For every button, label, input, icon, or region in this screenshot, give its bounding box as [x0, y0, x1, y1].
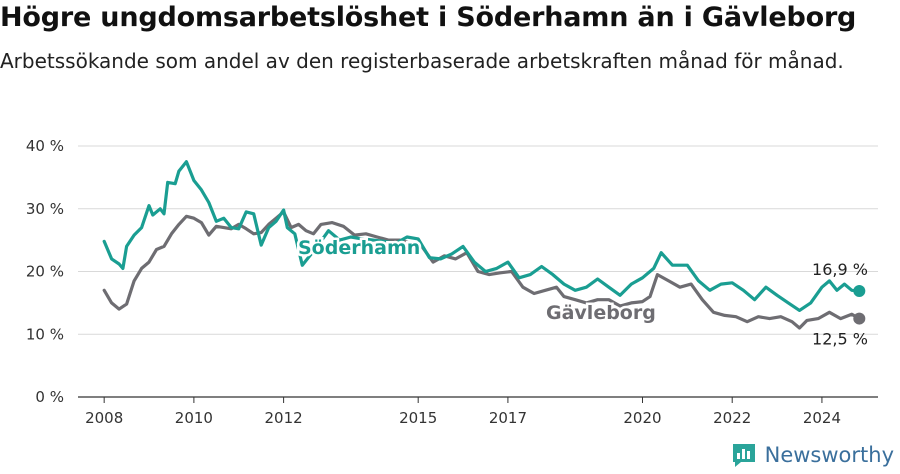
brand-mark: Newsworthy — [731, 442, 894, 468]
x-tick-label: 2008 — [85, 409, 123, 427]
end-point-soderhamn — [853, 284, 866, 297]
end-point-gavleborg — [853, 312, 866, 325]
x-tick-label: 2012 — [265, 409, 303, 427]
newsworthy-logo-icon — [732, 444, 755, 467]
x-tick-label: 2017 — [489, 409, 527, 427]
series-label-soderhamn: Söderhamn — [298, 237, 420, 259]
y-tick-label: 30 % — [26, 200, 64, 218]
x-tick-label: 2015 — [399, 409, 437, 427]
y-tick-label: 40 % — [26, 137, 64, 155]
y-tick-label: 10 % — [26, 325, 64, 343]
y-tick-label: 0 % — [35, 388, 64, 406]
x-tick-label: 2022 — [713, 409, 751, 427]
x-tick-label: 2010 — [175, 409, 213, 427]
end-label-gavleborg: 12,5 % — [812, 330, 868, 349]
x-tick-label: 2024 — [803, 409, 841, 427]
brand-name: Newsworthy — [764, 443, 894, 467]
series-line-soderhamn — [102, 160, 861, 312]
chart-subtitle: Arbetssökande som andel av den registerb… — [0, 49, 844, 73]
chart-title: Högre ungdomsarbetslöshet i Söderhamn än… — [0, 2, 857, 33]
end-label-soderhamn: 16,9 % — [812, 260, 868, 279]
x-tick-label: 2020 — [623, 409, 661, 427]
series-label-gavleborg: Gävleborg — [546, 302, 656, 324]
y-tick-label: 20 % — [26, 263, 64, 281]
